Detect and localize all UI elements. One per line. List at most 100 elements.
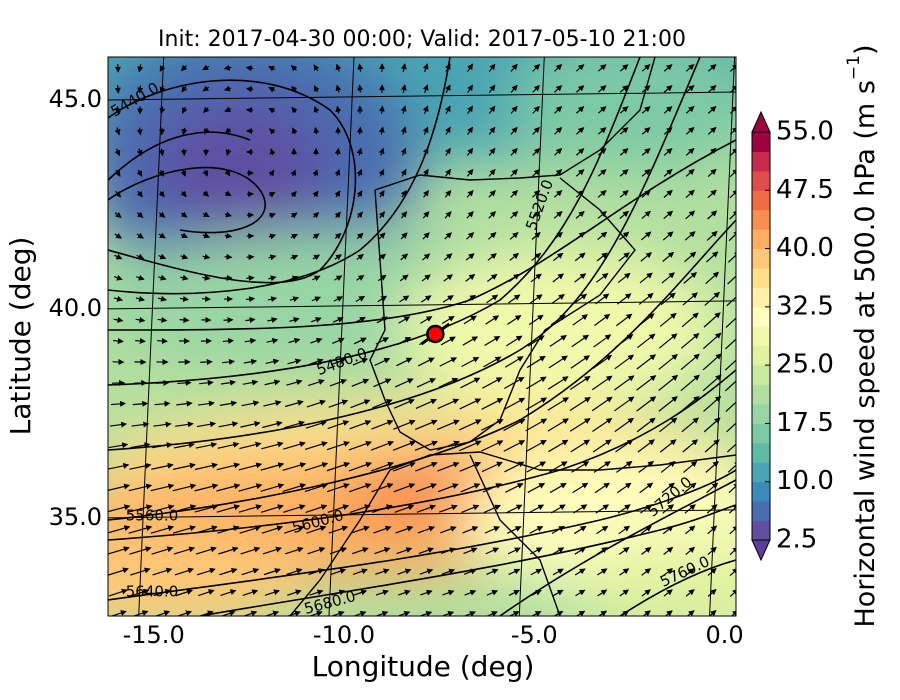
wind-arrow [593, 461, 611, 473]
wind-arrow [398, 610, 411, 616]
wind-arrow [290, 233, 298, 240]
wind-arrow [729, 546, 736, 556]
wind-arrow [570, 355, 590, 369]
wind-arrow [218, 421, 239, 428]
wind-arrow [663, 189, 673, 198]
contour-line [619, 559, 736, 616]
wind-arrow [286, 379, 303, 386]
wind-arrow [415, 419, 438, 431]
wind-arrow [289, 296, 300, 303]
colorbar-band [752, 442, 770, 463]
wind-arrow [683, 482, 697, 494]
wind-arrow [685, 567, 695, 576]
wind-arrow [680, 374, 700, 392]
wind-arrow [685, 168, 695, 177]
wind-arrow [707, 105, 717, 114]
wind-arrow [526, 461, 547, 473]
wind-arrow [532, 84, 540, 93]
wind-arrow [442, 611, 455, 616]
wind-arrow [729, 168, 736, 178]
wind-arrow [375, 568, 390, 575]
field-blob [150, 100, 330, 240]
wind-arrow [420, 316, 433, 324]
wind-arrow [356, 253, 364, 260]
wind-arrow [398, 316, 411, 324]
wind-arrow [219, 567, 238, 576]
wind-arrow [640, 231, 652, 241]
wind-arrow [311, 317, 322, 323]
y-tick-label: 35.0 [49, 503, 102, 531]
wind-arrow [552, 273, 565, 283]
wind-arrow [172, 483, 197, 492]
wind-arrow [597, 568, 608, 576]
wind-arrow [724, 380, 736, 392]
wind-arrow [680, 353, 700, 371]
wind-arrow [350, 525, 370, 534]
wind-arrow [372, 399, 393, 409]
wind-arrow [378, 126, 385, 135]
wind-arrow [400, 168, 407, 177]
wind-arrow [619, 64, 629, 72]
wind-arrow [619, 127, 629, 135]
wind-arrow [554, 169, 563, 177]
wind-arrow [224, 232, 233, 239]
wind-arrow [504, 356, 524, 368]
wind-arrow [462, 336, 479, 346]
wind-arrow [261, 525, 284, 534]
wind-arrow [355, 296, 366, 302]
wind-arrow [702, 353, 722, 371]
wind-arrow [269, 148, 276, 156]
wind-arrow [423, 189, 430, 198]
wind-arrow [528, 504, 545, 514]
wind-arrow [238, 504, 263, 513]
colorbar-tick-label: 10.0 [776, 466, 834, 496]
wind-arrow [530, 547, 543, 555]
x-tick-label: -5.0 [511, 621, 558, 649]
wind-arrow [596, 547, 608, 555]
wind-arrow [181, 106, 188, 114]
wind-arrow [464, 611, 476, 616]
wind-arrow [576, 127, 585, 135]
colorbar-label-end: ) [850, 44, 881, 55]
wind-arrow [508, 294, 521, 304]
wind-arrow [685, 189, 695, 199]
wind-arrow [658, 374, 679, 391]
wind-arrow [436, 419, 460, 431]
wind-arrow [575, 64, 585, 72]
wind-arrow [114, 232, 123, 239]
wind-arrow [636, 354, 657, 370]
wind-arrow [243, 358, 258, 365]
wind-arrow [729, 189, 736, 199]
wind-arrow [509, 252, 520, 261]
wind-arrow [330, 358, 346, 366]
wind-arrow [575, 148, 585, 156]
wind-arrow [532, 63, 541, 72]
wind-arrow [224, 253, 233, 260]
contour-line [108, 166, 266, 234]
wind-arrow [353, 589, 368, 596]
colorbar-band [752, 423, 770, 444]
wind-arrow [659, 439, 677, 453]
wind-arrow [268, 65, 276, 72]
wind-arrow [554, 64, 563, 72]
wind-arrow [392, 440, 416, 451]
wind-arrow [486, 611, 498, 616]
wind-arrow [663, 210, 674, 220]
wind-arrow [284, 399, 304, 408]
wind-arrow [527, 483, 546, 493]
wind-arrow [510, 168, 518, 177]
wind-arrow [283, 504, 306, 513]
wind-arrow [266, 337, 279, 344]
wind-arrow [312, 275, 321, 282]
wind-arrow [378, 232, 386, 240]
wind-arrow [422, 105, 429, 114]
wind-arrow [467, 126, 474, 135]
wind-arrow [531, 231, 541, 240]
colorbar-tick-label: 17.5 [776, 408, 834, 438]
wind-arrow [464, 294, 476, 304]
wind-arrow [352, 568, 368, 575]
wind-arrow [349, 483, 372, 493]
wind-arrow [422, 147, 429, 156]
wind-arrow [487, 232, 497, 240]
wind-arrow [202, 232, 211, 239]
